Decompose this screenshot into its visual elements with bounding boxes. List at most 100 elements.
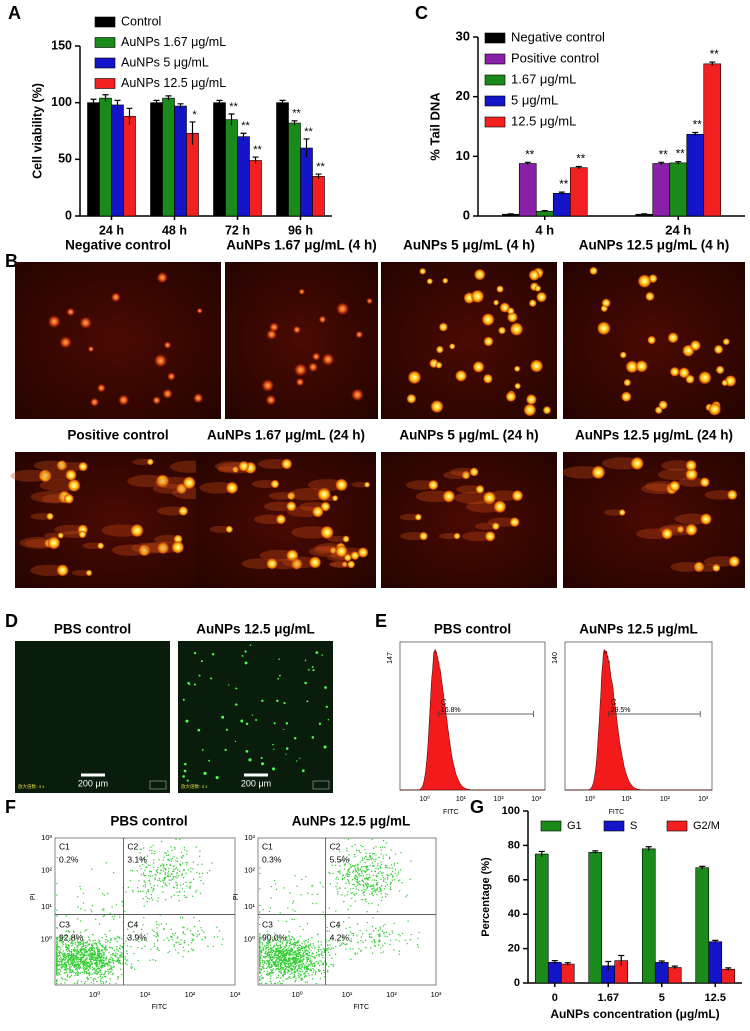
event-dot [349, 871, 351, 873]
event-dot [170, 928, 173, 930]
event-dot [264, 955, 267, 958]
event-dot [376, 864, 379, 867]
event-dot [73, 957, 76, 960]
event-dot [294, 958, 296, 960]
event-dot [94, 978, 97, 980]
event-dot [285, 935, 287, 938]
event-dot [366, 921, 369, 924]
event-dot [288, 946, 290, 948]
error-bar [558, 191, 565, 195]
event-dot [73, 982, 76, 985]
event-dot [260, 950, 263, 952]
event-dot [126, 928, 129, 930]
event-dot [356, 849, 358, 852]
event-dot [183, 949, 185, 952]
event-dot [361, 872, 363, 874]
event-dot [82, 963, 84, 966]
event-dot [75, 965, 77, 967]
event-dot [371, 925, 374, 928]
event-dot [350, 938, 353, 940]
event-dot [326, 926, 328, 929]
event-dot [351, 879, 354, 881]
event-dot [351, 892, 354, 894]
event-dot [197, 934, 199, 936]
event-dot [182, 855, 185, 857]
event-dot [267, 974, 269, 977]
event-dot [73, 935, 75, 938]
event-dot [103, 976, 106, 978]
event-dot [56, 915, 58, 917]
event-dot [86, 929, 88, 931]
event-dot [318, 955, 320, 957]
comet-head [261, 378, 275, 393]
event-dot [82, 967, 85, 970]
event-dot [341, 877, 344, 880]
event-dot [176, 857, 178, 859]
bar [249, 160, 262, 217]
event-dot [277, 947, 280, 950]
event-dot [56, 951, 58, 954]
event-dot [165, 884, 167, 886]
event-dot [309, 969, 311, 971]
event-dot [284, 971, 287, 973]
comet-head [713, 344, 724, 355]
event-dot [82, 892, 85, 895]
comet-head [407, 370, 422, 385]
event-dot [70, 966, 72, 968]
error-bar [114, 99, 121, 110]
event-dot [283, 954, 286, 957]
event-dot [279, 912, 281, 914]
event-dot [378, 940, 381, 942]
event-dot [108, 982, 111, 985]
event-dot [188, 886, 191, 888]
event-dot [283, 945, 285, 948]
comet-head [475, 484, 485, 494]
bar [123, 115, 136, 217]
event-dot [67, 953, 69, 956]
event-dot [263, 967, 265, 970]
event-dot [59, 954, 61, 957]
error-bar [618, 954, 625, 966]
event-dot [274, 965, 276, 967]
event-dot [146, 897, 149, 899]
event-dot [60, 967, 63, 969]
event-dot [272, 939, 275, 942]
event-dot [186, 862, 189, 864]
event-dot [311, 936, 313, 939]
event-dot [272, 968, 275, 970]
event-dot [394, 853, 397, 855]
event-dot [103, 914, 106, 917]
event-dot [74, 939, 76, 941]
bar [535, 210, 554, 217]
event-dot [314, 957, 317, 959]
event-dot [136, 870, 138, 872]
event-dot [297, 953, 300, 955]
event-dot [310, 961, 312, 963]
event-dot [370, 936, 372, 939]
event-dot [89, 959, 92, 962]
event-dot [354, 894, 356, 896]
event-dot [121, 938, 123, 940]
event-dot [301, 949, 304, 952]
event-dot [297, 955, 299, 957]
quadrant-name: C2 [127, 841, 138, 851]
event-dot [187, 944, 190, 946]
event-dot [312, 902, 314, 905]
event-dot [332, 872, 334, 875]
error-bar [315, 173, 322, 179]
comet-head [286, 501, 297, 512]
event-dot [355, 871, 357, 873]
panel-label: G [470, 797, 484, 817]
event-dot [259, 971, 261, 973]
event-dot [64, 982, 66, 984]
event-dot [97, 976, 99, 979]
event-dot [95, 970, 97, 973]
event-dot [105, 980, 108, 983]
event-dot [98, 952, 100, 954]
event-dot [361, 879, 363, 882]
event-dot [92, 980, 95, 982]
event-dot [116, 949, 118, 951]
event-dot [376, 911, 379, 913]
event-dot [176, 869, 179, 871]
